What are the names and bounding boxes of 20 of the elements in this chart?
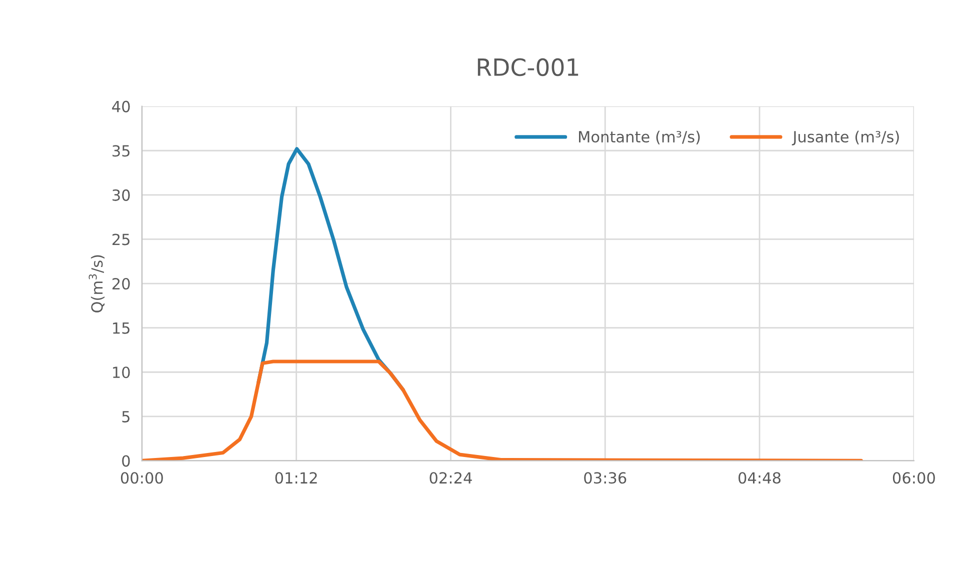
y-tick-label: 25 <box>112 234 130 246</box>
x-tick-label: 06:00 <box>892 472 935 484</box>
y-tick-label: 40 <box>112 100 130 112</box>
y-axis-title: Q(m$^{3}$/s) <box>88 255 105 312</box>
chart-title: RDC-001 <box>478 58 578 76</box>
y-tick-label: 15 <box>113 322 130 334</box>
x-tick-label: 04:48 <box>738 472 780 484</box>
x-tick-label: 02:24 <box>430 472 472 484</box>
y-tick-label: 5 <box>122 411 130 422</box>
legend-label: Jusante (m³/s) <box>792 130 899 146</box>
x-tick-label: 03:36 <box>584 472 626 484</box>
line-series <box>142 360 863 461</box>
y-tick-label: 20 <box>112 278 130 290</box>
y-tick-label: 10 <box>113 366 130 378</box>
x-tick-label: 01:12 <box>275 472 317 484</box>
y-tick-label: 35 <box>112 145 130 157</box>
x-tick-label: 00:00 <box>120 472 163 484</box>
y-tick-label: 0 <box>122 455 130 467</box>
legend-label: Montante (m³/s) <box>579 130 700 144</box>
y-tick-label: 30 <box>112 189 130 201</box>
